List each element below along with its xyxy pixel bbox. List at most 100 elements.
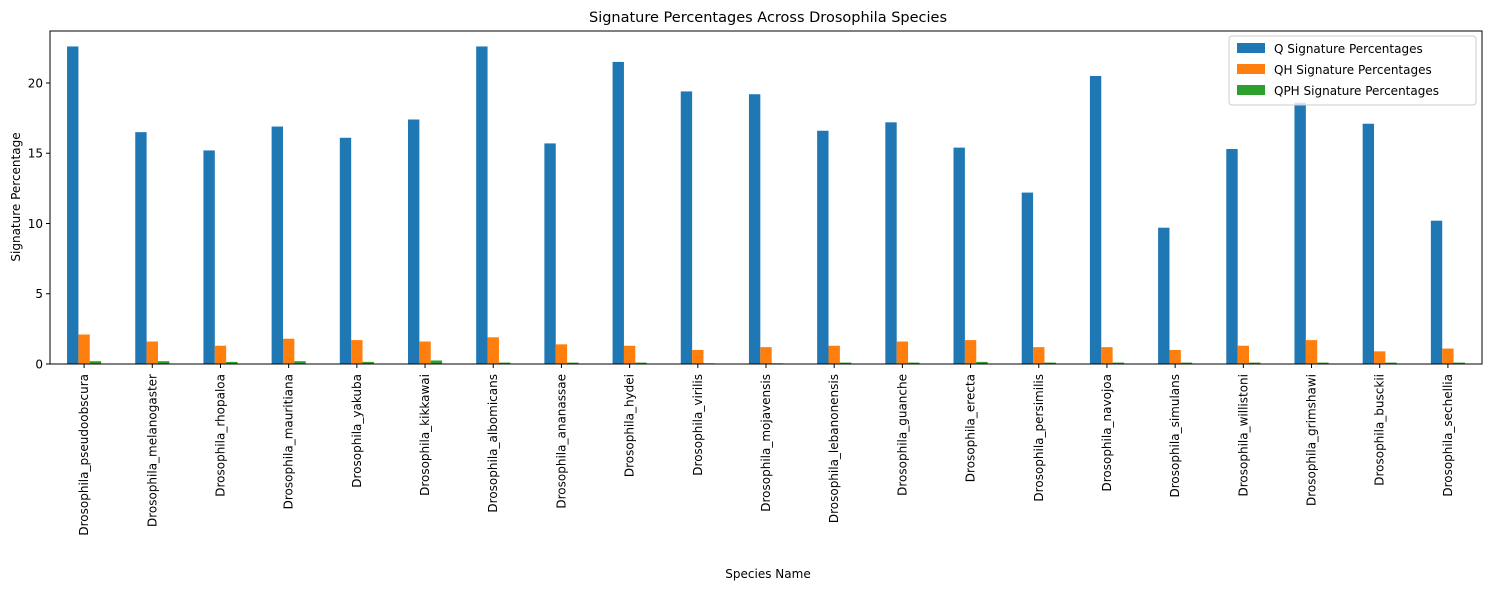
bar	[1021, 192, 1034, 364]
bar	[226, 361, 238, 364]
y-tick-label: 10	[28, 217, 43, 231]
x-tick-label: Drosophila_sechellia	[1441, 374, 1455, 497]
bar	[214, 345, 227, 364]
x-tick-label: Drosophila_persimilis	[1032, 374, 1046, 502]
x-tick-label: Drosophila_lebanonensis	[827, 374, 841, 523]
bar	[817, 130, 829, 364]
bar	[351, 340, 363, 364]
x-axis: Drosophila_pseudoobscura Drosophila_melan…	[77, 364, 1455, 536]
y-tick-label: 5	[35, 287, 43, 301]
bar	[78, 334, 90, 364]
bar	[294, 361, 306, 364]
bar	[271, 126, 283, 364]
bar	[612, 61, 624, 364]
bar	[339, 137, 352, 364]
bar	[1089, 75, 1102, 365]
x-tick-label: Drosophila_busckii	[1373, 374, 1387, 486]
y-axis-title: Signature Percentage	[9, 132, 23, 261]
bar	[498, 362, 511, 364]
legend-label: QH Signature Percentages	[1274, 63, 1432, 77]
bar	[203, 150, 215, 364]
bar	[908, 362, 920, 364]
bar	[680, 91, 693, 365]
bar	[1294, 102, 1306, 364]
bar	[1033, 347, 1045, 364]
bar	[430, 360, 443, 364]
bar	[89, 361, 102, 364]
bar	[282, 338, 295, 364]
x-tick-label: Drosophila_virilis	[691, 374, 705, 476]
legend-label: Q Signature Percentages	[1274, 42, 1423, 56]
bar	[1430, 220, 1443, 364]
bar	[146, 341, 158, 364]
bar	[544, 143, 556, 364]
bar	[157, 361, 170, 364]
bar	[67, 46, 79, 365]
x-tick-label: Drosophila_melanogaster	[145, 374, 159, 527]
chart-title: Signature Percentages Across Drosophila …	[589, 10, 947, 26]
legend-label: QPH Signature Percentages	[1274, 84, 1439, 98]
x-tick-label: Drosophila_mauritiana	[282, 374, 296, 509]
bar	[828, 345, 840, 364]
bar	[1374, 351, 1386, 364]
y-tick-label: 0	[35, 358, 43, 372]
legend-box	[1228, 35, 1477, 106]
x-tick-label: Drosophila_willistoni	[1236, 374, 1250, 496]
bar	[1180, 362, 1193, 364]
bar	[1044, 362, 1056, 364]
x-tick-label: Drosophila_hydei	[623, 374, 637, 477]
x-tick-label: Drosophila_yakuba	[350, 374, 364, 488]
bar	[896, 341, 909, 364]
bar	[1442, 348, 1454, 364]
y-tick-label: 20	[28, 76, 43, 90]
bar	[1112, 362, 1124, 364]
bar	[408, 119, 420, 365]
bar	[1305, 340, 1318, 364]
bar	[567, 362, 579, 364]
y-axis: 0 5 10 15 20	[28, 76, 50, 372]
bar	[555, 344, 568, 364]
bar	[1317, 362, 1329, 364]
bar	[623, 345, 636, 364]
legend-swatch	[1237, 85, 1265, 95]
x-tick-label: Drosophila_simulans	[1168, 374, 1182, 498]
legend-swatch	[1237, 64, 1265, 74]
legend: Q Signature Percentages QH Signature Perc…	[1228, 35, 1477, 106]
bar	[692, 349, 704, 364]
bar	[964, 340, 977, 364]
x-tick-label: Drosophila_ananassae	[554, 374, 568, 509]
bar	[476, 46, 488, 365]
bar	[1362, 123, 1375, 364]
x-tick-label: Drosophila_grimshawi	[1305, 374, 1319, 506]
bar	[635, 362, 647, 364]
bar	[1237, 345, 1250, 364]
bar	[135, 132, 147, 364]
bar	[1249, 362, 1261, 364]
y-tick-label: 15	[28, 147, 43, 161]
x-tick-label: Drosophila_rhopaloa	[213, 374, 227, 497]
bar	[748, 94, 761, 364]
bar	[1453, 362, 1465, 364]
bar	[953, 147, 965, 364]
bar	[976, 361, 988, 364]
legend-swatch	[1237, 43, 1265, 53]
bar	[839, 362, 852, 364]
bar	[362, 361, 374, 364]
bar	[419, 341, 431, 364]
x-tick-label: Drosophila_mojavensis	[759, 374, 773, 512]
x-tick-label: Drosophila_guanche	[895, 374, 909, 496]
bars	[67, 46, 1465, 365]
x-tick-label: Drosophila_pseudoobscura	[77, 374, 91, 536]
x-tick-label: Drosophila_navojoa	[1100, 374, 1114, 492]
bar	[1101, 347, 1113, 364]
bar	[1169, 349, 1181, 364]
bar	[1158, 227, 1170, 364]
x-tick-label: Drosophila_kikkawai	[418, 374, 432, 496]
x-tick-label: Drosophila_albomicans	[486, 374, 500, 513]
bar	[487, 337, 499, 364]
bar	[1385, 362, 1397, 364]
x-axis-title: Species Name	[725, 567, 810, 581]
bar	[885, 122, 897, 364]
x-tick-label: Drosophila_erecta	[964, 374, 978, 482]
